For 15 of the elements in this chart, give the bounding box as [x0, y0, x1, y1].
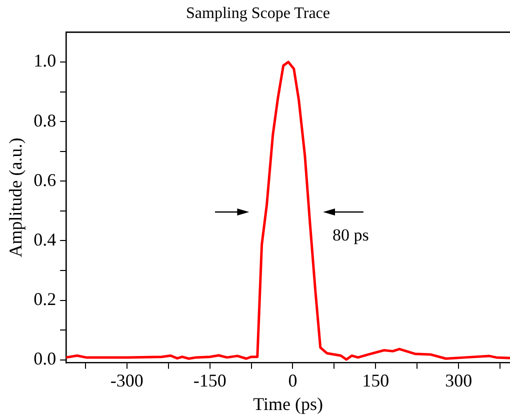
- y-tick-label: 0.0: [34, 348, 56, 369]
- y-tick-label: 0.8: [34, 110, 56, 130]
- annotation: 80 ps: [332, 225, 369, 244]
- x-axis-title: Time (ps): [253, 394, 323, 414]
- x-tick-label: 300: [445, 370, 472, 390]
- y-tick-label: 0.4: [34, 229, 56, 250]
- x-tick-label: -150: [193, 370, 226, 390]
- y-tick-label: 0.6: [34, 170, 56, 190]
- y-tick-label: 0.2: [34, 288, 56, 309]
- x-tick-label: 150: [362, 370, 390, 390]
- x-tick-label: 0: [288, 370, 298, 390]
- chart-title: Sampling Scope Trace: [186, 4, 330, 22]
- x-tick-label: -300: [110, 370, 144, 390]
- y-tick-label: 1.0: [34, 50, 56, 71]
- y-axis-title: Amplitude (a.u.): [6, 138, 26, 258]
